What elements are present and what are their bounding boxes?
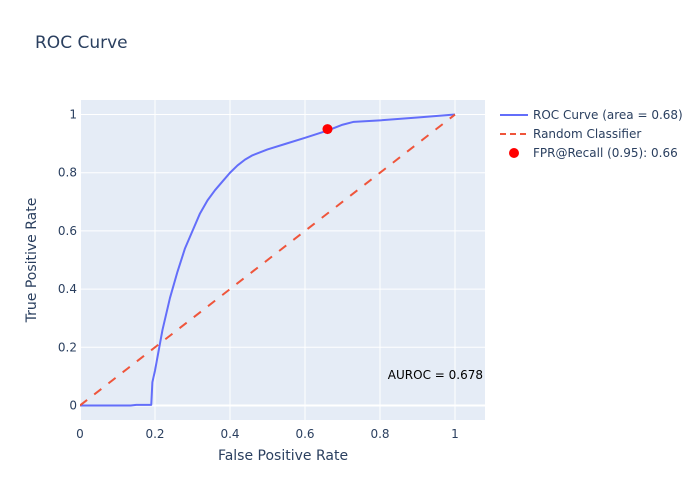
auroc-annotation: AUROC = 0.678 [388, 368, 483, 382]
y-tick-label: 0 [69, 398, 77, 412]
legend-item-label: Random Classifier [533, 127, 641, 141]
x-tick-label: 0 [76, 427, 84, 441]
y-tick-label: 0.4 [58, 282, 77, 296]
x-tick-label: 0.6 [295, 427, 314, 441]
plot-area [80, 100, 485, 420]
y-tick-label: 0.6 [58, 224, 77, 238]
legend: ROC Curve (area = 0.68) Random Classifier… [500, 108, 683, 160]
chart-title: ROC Curve [35, 33, 128, 53]
y-tick-label: 0.2 [58, 340, 77, 354]
series-layer [80, 113, 456, 407]
legend-marker-swatch [509, 148, 519, 158]
legend-item-label: ROC Curve (area = 0.68) [533, 108, 683, 122]
annotation-layer: AUROC = 0.678 [388, 368, 483, 382]
x-tick-label: 0.4 [220, 427, 239, 441]
legend-item-label: FPR@Recall (0.95): 0.66 [533, 146, 678, 160]
x-tick-label: 0.2 [145, 427, 164, 441]
fpr-at-recall-point [322, 124, 333, 135]
x-tick-label: 0.8 [370, 427, 389, 441]
x-axis-title: False Positive Rate [218, 448, 348, 464]
tick-labels: 0 0.2 0.4 0.6 0.8 1 0 0.2 0.4 0.6 0.8 1 [58, 108, 459, 441]
random-classifier-line [80, 113, 456, 407]
y-axis-title: True Positive Rate [24, 198, 40, 324]
grid-lines [79, 100, 485, 420]
x-tick-label: 1 [451, 427, 459, 441]
y-tick-label: 0.8 [58, 166, 77, 180]
y-tick-label: 1 [69, 108, 77, 122]
